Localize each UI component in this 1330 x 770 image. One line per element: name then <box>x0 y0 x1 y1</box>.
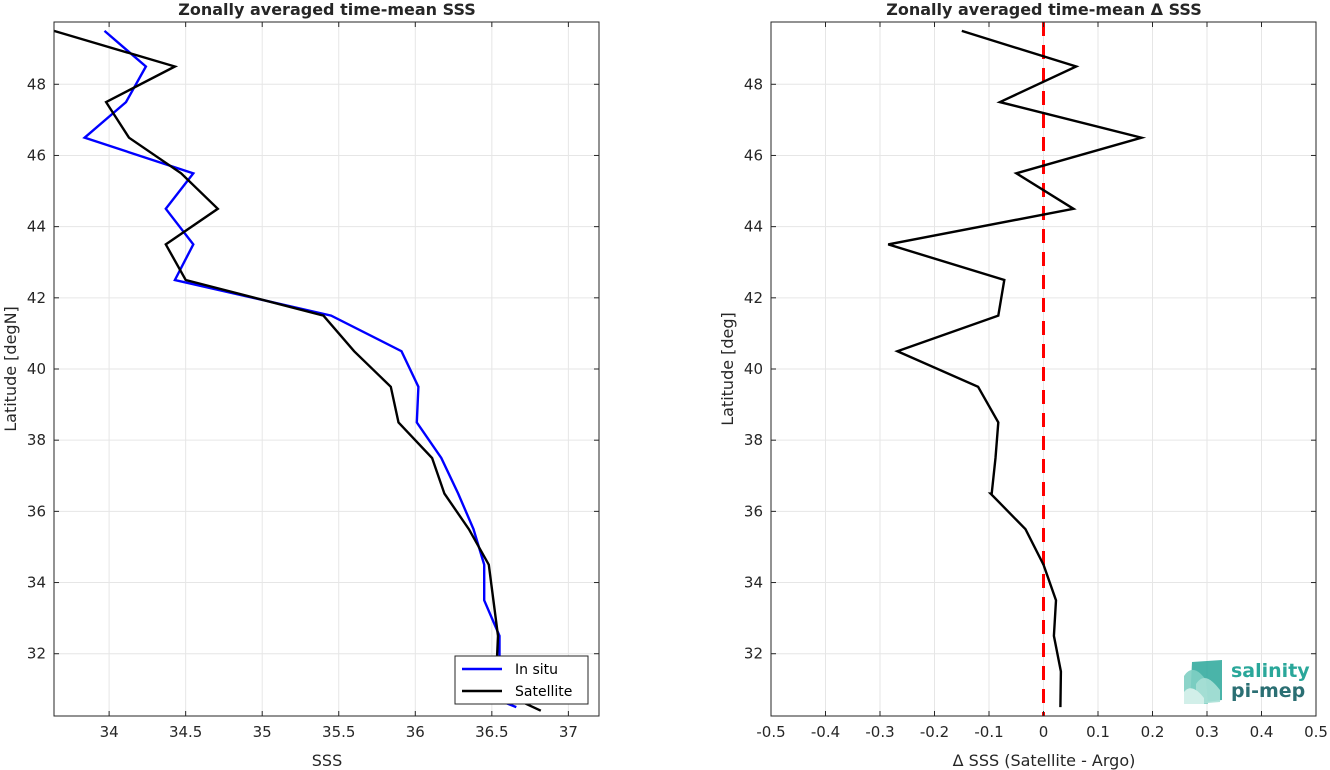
y-tick-label: 34 <box>744 574 763 592</box>
x-tick-label: 0.4 <box>1250 723 1274 741</box>
legend-label-satellite: Satellite <box>515 684 572 700</box>
x-axis-label: SSS <box>312 751 342 770</box>
x-tick-label: 0 <box>1039 723 1049 741</box>
x-tick-label: 0.5 <box>1304 723 1328 741</box>
y-tick-label: 40 <box>744 360 763 378</box>
series-group <box>887 29 1147 708</box>
y-tick-label: 44 <box>27 218 46 236</box>
x-tick-label: -0.1 <box>974 723 1003 741</box>
y-tick-label: 32 <box>744 645 763 663</box>
x-tick-label: 37 <box>559 723 578 741</box>
y-tick-label: 48 <box>744 75 763 93</box>
y-tick-label: 44 <box>744 218 763 236</box>
y-tick-label: 36 <box>27 502 46 520</box>
series-line-in-situ <box>82 29 517 709</box>
x-tick-label: -0.3 <box>865 723 894 741</box>
y-tick-label: 38 <box>744 431 763 449</box>
legend-label-in-situ: In situ <box>515 662 558 678</box>
x-tick-label: -0.2 <box>920 723 949 741</box>
y-tick-label: 40 <box>27 360 46 378</box>
legend-box <box>454 655 589 705</box>
x-tick-label: 36.5 <box>475 723 508 741</box>
x-tick-label: 35.5 <box>322 723 355 741</box>
x-tick-label: 35 <box>253 723 272 741</box>
y-tick-label: 46 <box>744 146 763 164</box>
logo-line2: pi-mep <box>1231 680 1305 702</box>
x-tick-label: 34.5 <box>169 723 202 741</box>
y-tick-label: 42 <box>744 289 763 307</box>
series-line-delta-sss <box>887 29 1147 708</box>
tick-labels: 34 34.5 35 35.5 36 36.5 37 32 34 36 38 40 42 44 46 48 <box>27 22 599 741</box>
logo-wave-icon <box>1184 660 1222 704</box>
grid-lines <box>54 22 599 716</box>
logo-line1: salinity <box>1231 660 1310 682</box>
y-axis-label: Latitude [degN] <box>1 306 20 432</box>
y-tick-label: 34 <box>27 574 46 592</box>
y-axis-label: Latitude [deg] <box>718 312 737 426</box>
x-tick-label: -0.5 <box>756 723 785 741</box>
sss-panel: Zonally averaged time-mean SSS 34 34.5 35 3… <box>1 0 600 770</box>
y-tick-label: 36 <box>744 502 763 520</box>
y-tick-label: 38 <box>27 431 46 449</box>
tick-labels: -0.5 -0.4 -0.3 -0.2 -0.1 0 0.1 0.2 0.3 0.4 0.5 32 34… <box>744 22 1328 741</box>
x-tick-label: 34 <box>100 723 119 741</box>
x-tick-label: 36 <box>406 723 425 741</box>
x-tick-label: 0.1 <box>1086 723 1110 741</box>
series-group <box>53 29 542 712</box>
x-tick-label: 0.2 <box>1141 723 1165 741</box>
x-tick-label: -0.4 <box>811 723 840 741</box>
salinity-pi-mep-logo: salinity pi-mep <box>1184 660 1310 704</box>
y-tick-label: 32 <box>27 645 46 663</box>
delta-sss-panel: Zonally averaged time-mean Δ SSS -0.5 -0.… <box>718 0 1328 770</box>
x-tick-label: 0.3 <box>1195 723 1219 741</box>
chart-title: Zonally averaged time-mean Δ SSS <box>886 0 1202 19</box>
y-tick-label: 46 <box>27 146 46 164</box>
series-line-satellite <box>53 29 542 712</box>
y-tick-label: 48 <box>27 75 46 93</box>
chart-title: Zonally averaged time-mean SSS <box>178 0 476 19</box>
x-axis-label: Δ SSS (Satellite - Argo) <box>953 751 1136 770</box>
legend: In situ Satellite <box>454 655 589 705</box>
y-tick-label: 42 <box>27 289 46 307</box>
